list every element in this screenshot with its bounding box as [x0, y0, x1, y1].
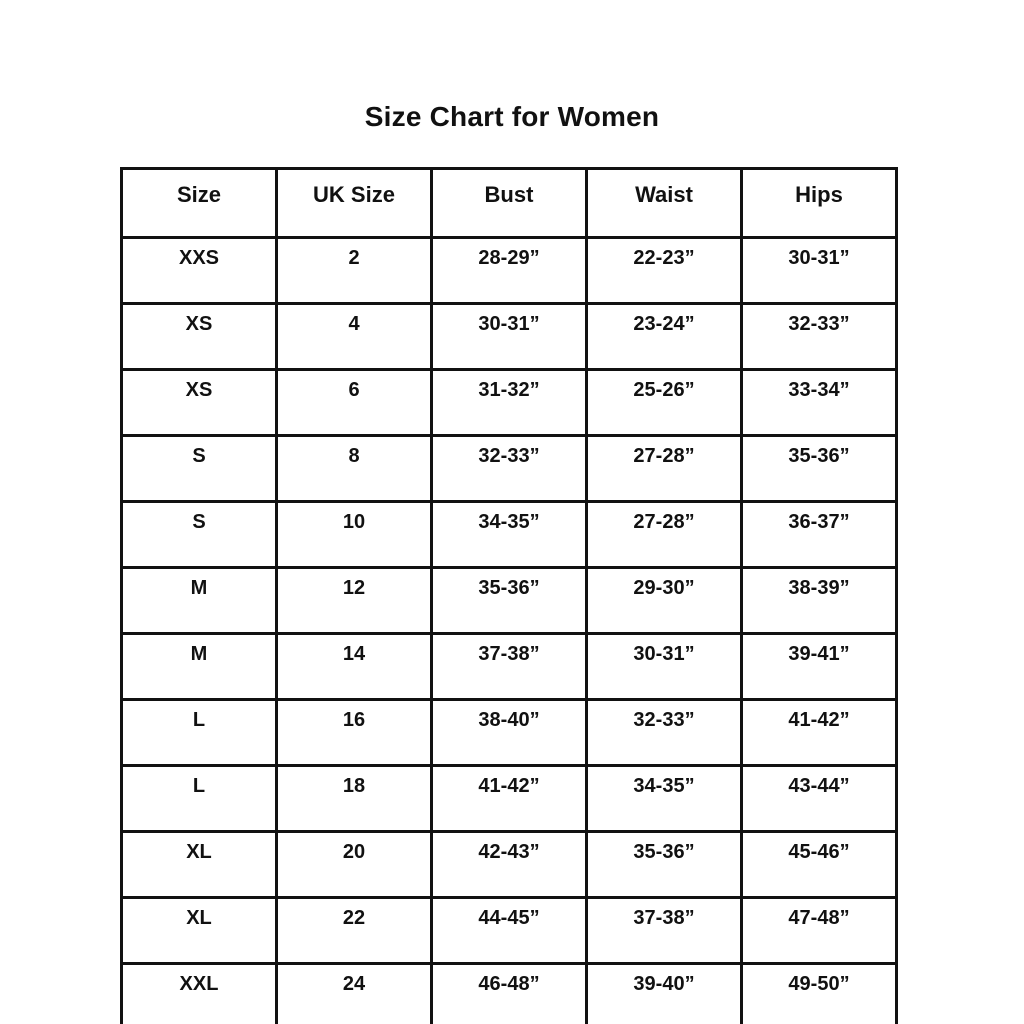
table-row: M 14 37-38” 30-31” 39-41”	[120, 632, 898, 701]
cell-uk-size: 12	[275, 566, 433, 635]
cell-waist: 23-24”	[585, 302, 743, 371]
cell-waist: 30-31”	[585, 632, 743, 701]
header-waist: Waist	[585, 167, 743, 239]
cell-bust: 38-40”	[430, 698, 588, 767]
cell-uk-size: 6	[275, 368, 433, 437]
cell-size: XXL	[120, 962, 278, 1024]
cell-bust: 35-36”	[430, 566, 588, 635]
cell-bust: 32-33”	[430, 434, 588, 503]
table-row: M 12 35-36” 29-30” 38-39”	[120, 566, 898, 635]
cell-hips: 30-31”	[740, 236, 898, 305]
cell-uk-size: 24	[275, 962, 433, 1024]
cell-uk-size: 22	[275, 896, 433, 965]
cell-waist: 27-28”	[585, 434, 743, 503]
cell-bust: 28-29”	[430, 236, 588, 305]
table-row: XS 6 31-32” 25-26” 33-34”	[120, 368, 898, 437]
cell-waist: 32-33”	[585, 698, 743, 767]
cell-bust: 44-45”	[430, 896, 588, 965]
cell-size: S	[120, 434, 278, 503]
cell-size: XL	[120, 896, 278, 965]
table-header: Size UK Size Bust Waist Hips	[120, 167, 898, 239]
cell-hips: 36-37”	[740, 500, 898, 569]
header-bust: Bust	[430, 167, 588, 239]
cell-bust: 37-38”	[430, 632, 588, 701]
cell-uk-size: 8	[275, 434, 433, 503]
cell-bust: 30-31”	[430, 302, 588, 371]
size-chart-table: Size UK Size Bust Waist Hips XXS 2 28-29” 2…	[120, 167, 898, 1024]
cell-bust: 41-42”	[430, 764, 588, 833]
cell-uk-size: 14	[275, 632, 433, 701]
cell-hips: 35-36”	[740, 434, 898, 503]
cell-uk-size: 18	[275, 764, 433, 833]
cell-size: XXS	[120, 236, 278, 305]
cell-uk-size: 20	[275, 830, 433, 899]
header-size: Size	[120, 167, 278, 239]
cell-waist: 27-28”	[585, 500, 743, 569]
cell-waist: 35-36”	[585, 830, 743, 899]
table-body: XXS 2 28-29” 22-23” 30-31” XS 4 30-31” 23-24” 32-…	[120, 236, 898, 1024]
cell-uk-size: 2	[275, 236, 433, 305]
cell-waist: 37-38”	[585, 896, 743, 965]
table-row: S 10 34-35” 27-28” 36-37”	[120, 500, 898, 569]
cell-hips: 33-34”	[740, 368, 898, 437]
table-row: XXS 2 28-29” 22-23” 30-31”	[120, 236, 898, 305]
cell-size: M	[120, 632, 278, 701]
cell-bust: 31-32”	[430, 368, 588, 437]
cell-size: M	[120, 566, 278, 635]
header-uk-size: UK Size	[275, 167, 433, 239]
cell-hips: 32-33”	[740, 302, 898, 371]
page-title: Size Chart for Women	[364, 101, 660, 132]
cell-size: XS	[120, 368, 278, 437]
cell-size: XS	[120, 302, 278, 371]
cell-hips: 41-42”	[740, 698, 898, 767]
header-hips: Hips	[740, 167, 898, 239]
cell-bust: 46-48”	[430, 962, 588, 1024]
table-row: XL 20 42-43” 35-36” 45-46”	[120, 830, 898, 899]
cell-uk-size: 4	[275, 302, 433, 371]
cell-size: XL	[120, 830, 278, 899]
cell-hips: 45-46”	[740, 830, 898, 899]
table-row: L 18 41-42” 34-35” 43-44”	[120, 764, 898, 833]
cell-size: S	[120, 500, 278, 569]
cell-bust: 34-35”	[430, 500, 588, 569]
cell-size: L	[120, 698, 278, 767]
cell-waist: 29-30”	[585, 566, 743, 635]
table-row: XS 4 30-31” 23-24” 32-33”	[120, 302, 898, 371]
cell-hips: 47-48”	[740, 896, 898, 965]
cell-hips: 49-50”	[740, 962, 898, 1024]
table-row: S 8 32-33” 27-28” 35-36”	[120, 434, 898, 503]
cell-hips: 39-41”	[740, 632, 898, 701]
table-row: XXL 24 46-48” 39-40” 49-50”	[120, 962, 898, 1024]
table-row: L 16 38-40” 32-33” 41-42”	[120, 698, 898, 767]
cell-hips: 38-39”	[740, 566, 898, 635]
cell-size: L	[120, 764, 278, 833]
cell-waist: 34-35”	[585, 764, 743, 833]
cell-hips: 43-44”	[740, 764, 898, 833]
cell-uk-size: 10	[275, 500, 433, 569]
cell-waist: 39-40”	[585, 962, 743, 1024]
cell-waist: 22-23”	[585, 236, 743, 305]
header-row: Size UK Size Bust Waist Hips	[120, 167, 898, 239]
table-row: XL 22 44-45” 37-38” 47-48”	[120, 896, 898, 965]
cell-bust: 42-43”	[430, 830, 588, 899]
cell-uk-size: 16	[275, 698, 433, 767]
cell-waist: 25-26”	[585, 368, 743, 437]
